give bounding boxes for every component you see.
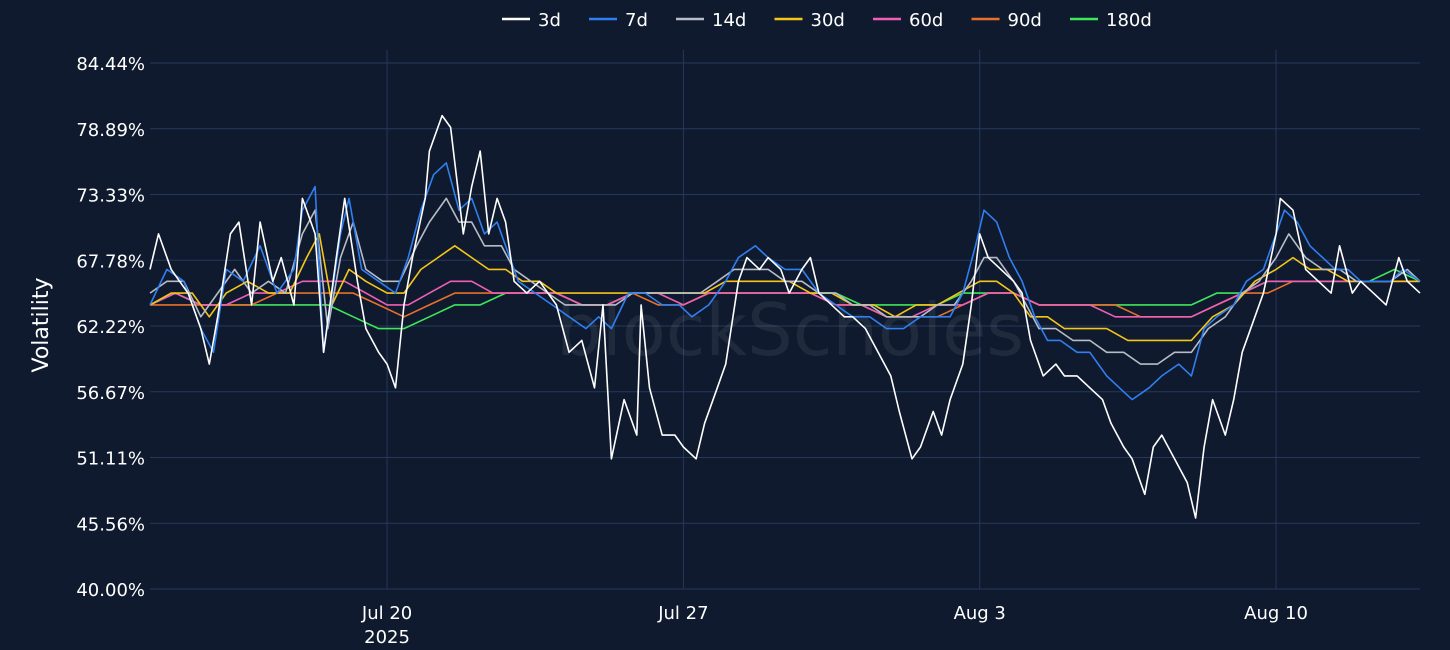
legend-label: 180d xyxy=(1106,10,1152,31)
y-tick-label: 73.33% xyxy=(76,186,145,207)
y-axis-ticks: 40.00% 45.56% 51.11% 56.67% 62.22% 67.78% 73.3… xyxy=(76,54,145,601)
y-tick-label: 45.56% xyxy=(76,514,145,535)
series-line-7d xyxy=(149,162,1421,401)
y-tick-label: 78.89% xyxy=(76,120,145,141)
legend-item-180d[interactable]: 180d xyxy=(1070,10,1152,31)
legend-label: 60d xyxy=(909,10,943,31)
legend-item-7d[interactable]: 7d xyxy=(589,10,648,31)
legend-label: 3d xyxy=(538,10,561,31)
y-axis-title: Volatility xyxy=(29,277,54,372)
x-tick-sublabel: 2025 xyxy=(364,627,410,648)
legend-label: 7d xyxy=(625,10,648,31)
watermark: blockScholes xyxy=(556,288,1024,372)
x-tick-label: Jul 20 xyxy=(361,603,412,624)
legend-label: 30d xyxy=(811,10,845,31)
legend: 3d 7d 14d 30d 60d 90d 180d xyxy=(502,10,1152,31)
legend-item-60d[interactable]: 60d xyxy=(873,10,943,31)
series-layer xyxy=(149,114,1421,519)
y-tick-label: 67.78% xyxy=(76,251,145,272)
grid xyxy=(150,50,1420,590)
y-tick-label: 84.44% xyxy=(76,54,145,75)
legend-item-14d[interactable]: 14d xyxy=(676,10,746,31)
y-tick-label: 40.00% xyxy=(76,580,145,601)
series-line-3d xyxy=(149,114,1421,519)
y-tick-label: 56.67% xyxy=(76,383,145,404)
y-tick-label: 62.22% xyxy=(76,317,145,338)
x-tick-label: Jul 27 xyxy=(657,603,708,624)
legend-item-30d[interactable]: 30d xyxy=(774,10,845,31)
series-line-30d xyxy=(149,233,1420,342)
legend-item-90d[interactable]: 90d xyxy=(971,10,1042,31)
legend-label: 14d xyxy=(712,10,746,31)
x-tick-label: Aug 3 xyxy=(954,603,1006,624)
y-tick-label: 51.11% xyxy=(76,449,145,470)
x-tick-label: Aug 10 xyxy=(1244,603,1308,624)
legend-item-3d[interactable]: 3d xyxy=(502,10,561,31)
legend-label: 90d xyxy=(1008,10,1042,31)
x-axis-ticks: Jul 20 2025 Jul 27 Aug 3 Aug 10 xyxy=(361,603,1308,648)
